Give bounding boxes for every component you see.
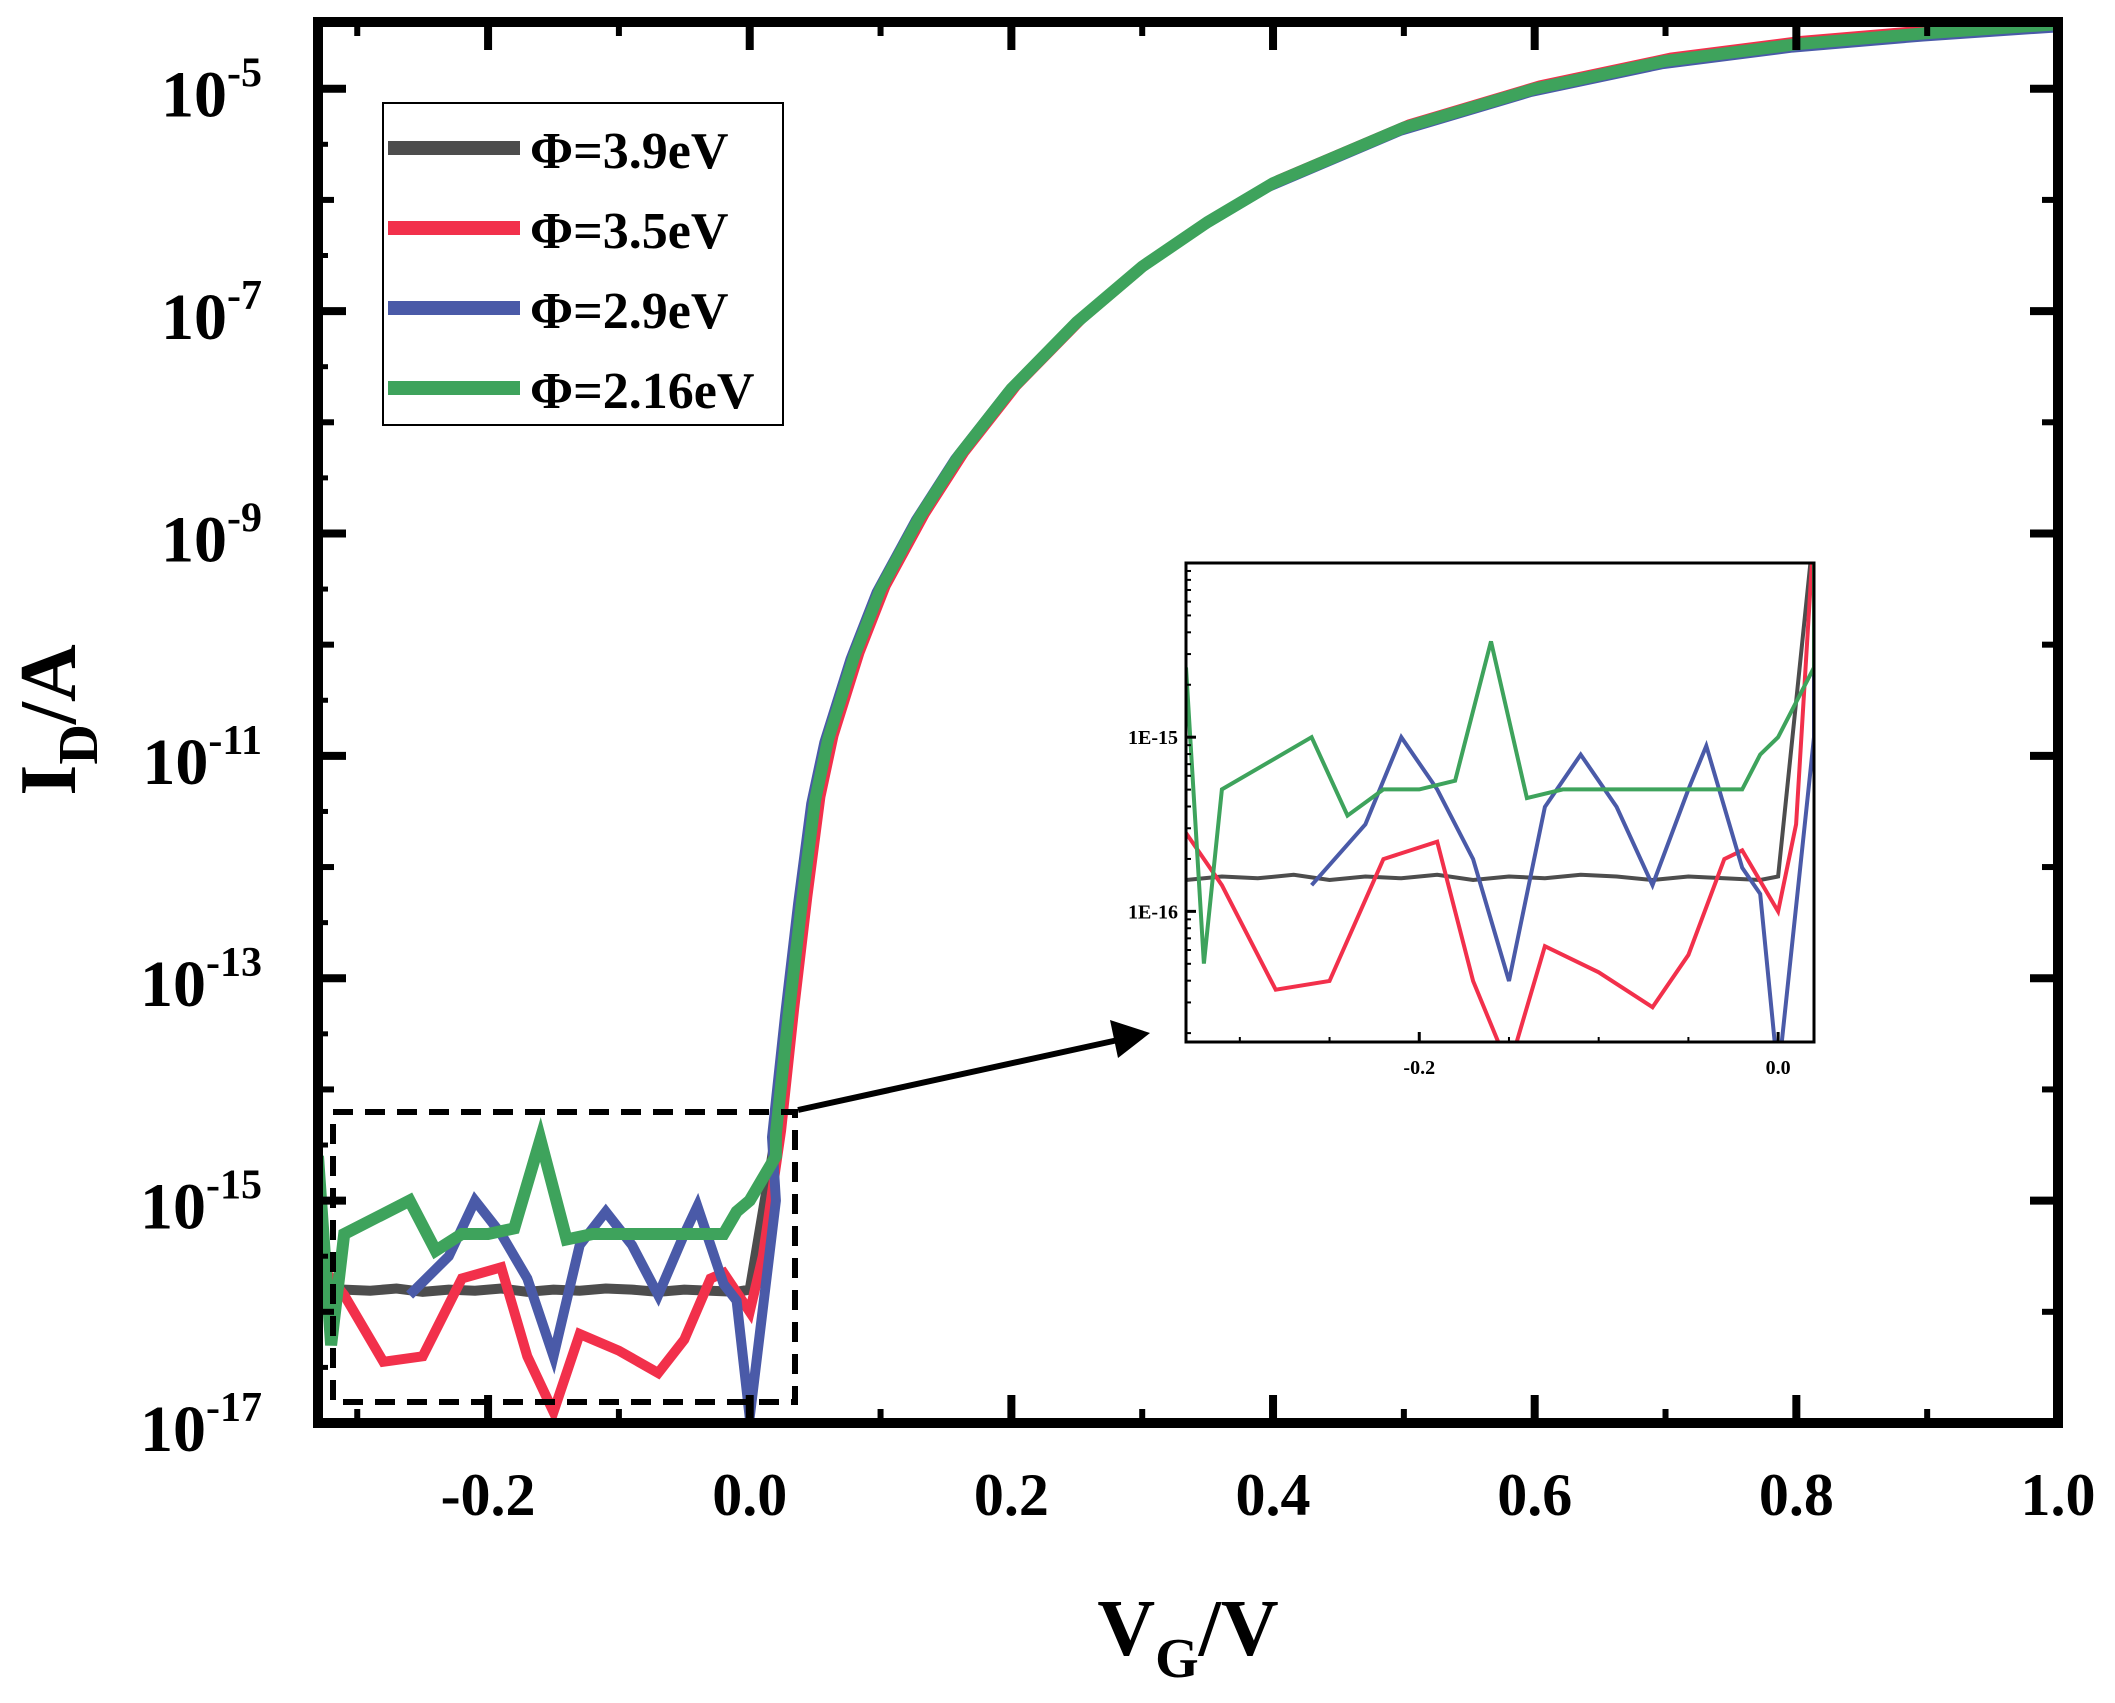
x-tick-label: 0.4	[1236, 1462, 1311, 1528]
x-axis-title: VG/V	[1097, 1585, 1278, 1690]
x-tick-label: 0.6	[1497, 1462, 1572, 1528]
x-tick-label: 0.8	[1759, 1462, 1834, 1528]
main-plot	[318, 22, 2058, 1423]
inset-series-group	[1186, 563, 1814, 1042]
x-tick-label: 0.2	[974, 1462, 1049, 1528]
y-tick-label: 10-17	[140, 1385, 262, 1466]
inset-series-line-1	[1186, 563, 1813, 883]
inset-series-line-3	[1310, 563, 1814, 1042]
y-tick-label: 10-13	[140, 940, 262, 1021]
inset-series-line-4	[1186, 563, 1814, 964]
zoom-box	[330, 1020, 1150, 1405]
inset-series-line-2	[1186, 563, 1814, 1042]
legend-label: Φ=2.16eV	[530, 363, 754, 420]
inset-frame	[1184, 561, 1816, 1044]
legend-box	[382, 102, 784, 426]
series-group	[318, 22, 2058, 1423]
zoom-rectangle	[330, 1109, 798, 1405]
legend-label: Φ=3.9eV	[530, 123, 728, 180]
inset-x-tick-label: -0.2	[1403, 1057, 1435, 1079]
inset-plot: -0.2 0.0 1E-15 1E-16	[1128, 561, 1816, 1079]
y-axis-title: ID/A	[5, 644, 110, 796]
zoom-arrow-shaft	[797, 1037, 1119, 1113]
y-tick-label: 10-15	[140, 1163, 262, 1244]
series-line-4	[318, 22, 2058, 1346]
inset-y-tick-label: 1E-15	[1128, 727, 1178, 749]
legend-label: Φ=3.5eV	[530, 203, 728, 260]
y-tick-label: 10-7	[161, 273, 262, 354]
legend: Φ=3.9eV Φ=3.5eV Φ=2.9eV Φ=2.16eV	[382, 102, 784, 426]
inset-background	[1186, 563, 1814, 1042]
inset-x-tick-label: 0.0	[1766, 1057, 1791, 1079]
main-axes: -0.2 0.0 0.2 0.4 0.6 0.8 1.0 10-5 10-7 10-9 10-11 1…	[5, 17, 2096, 1690]
inset-y-tick-label: 1E-16	[1128, 901, 1178, 923]
plot-frame	[313, 17, 2063, 1428]
y-tick-label: 10-9	[161, 495, 262, 576]
zoom-arrow-head	[1110, 1020, 1150, 1058]
y-tick-label: 10-11	[142, 718, 262, 799]
x-tick-label: 1.0	[2021, 1462, 2096, 1528]
y-tick-label: 10-5	[161, 51, 262, 132]
x-tick-label: 0.0	[712, 1462, 787, 1528]
x-tick-label: -0.2	[441, 1462, 536, 1528]
legend-label: Φ=2.9eV	[530, 283, 728, 340]
